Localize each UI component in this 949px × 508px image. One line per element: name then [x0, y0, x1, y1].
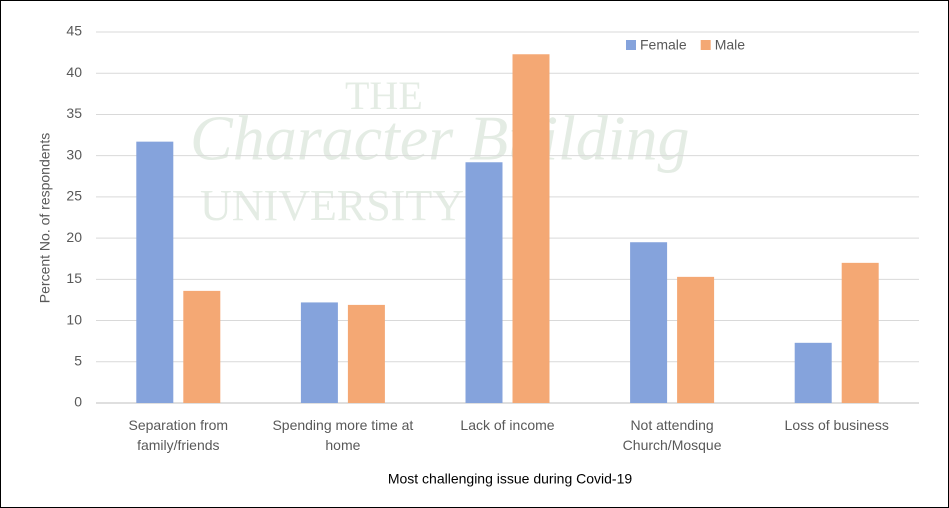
legend-swatch	[700, 40, 711, 50]
watermark: Character Building	[190, 103, 690, 174]
x-axis-title: Most challenging issue during Covid-19	[388, 471, 633, 487]
legend-swatch	[626, 40, 636, 50]
bar	[841, 262, 879, 403]
y-tick-label: 20	[66, 229, 82, 245]
y-tick-label: 30	[66, 146, 82, 162]
bar	[794, 342, 832, 403]
y-tick-label: 10	[66, 311, 82, 327]
legend-label: Female	[640, 37, 687, 53]
y-tick-label: 35	[66, 105, 82, 121]
watermark: UNIVERSITY	[200, 181, 464, 230]
bar	[183, 290, 221, 403]
bar	[347, 304, 385, 403]
bar	[300, 302, 338, 403]
legend-label: Male	[715, 37, 746, 53]
y-axis-title: Percent No. of respondents	[37, 133, 53, 303]
x-tick-label: Lack of income	[460, 417, 555, 433]
bar	[465, 162, 503, 403]
bar	[136, 141, 174, 403]
x-tick-label: Spending more time at home	[272, 417, 414, 453]
x-tick-label: Separation from family/friends	[128, 417, 229, 453]
y-tick-label: 15	[66, 270, 82, 286]
bar	[512, 54, 550, 403]
watermark: THE	[345, 73, 423, 118]
y-tick-label: 0	[74, 394, 82, 410]
bar	[677, 276, 715, 403]
x-tick-label: Not attending Church/Mosque	[622, 417, 722, 453]
y-tick-label: 5	[74, 352, 82, 368]
y-tick-label: 40	[66, 64, 82, 80]
y-tick-label: 45	[66, 23, 82, 39]
x-tick-label: Loss of business	[784, 417, 889, 433]
bar	[630, 242, 668, 403]
y-tick-label: 25	[66, 188, 82, 204]
